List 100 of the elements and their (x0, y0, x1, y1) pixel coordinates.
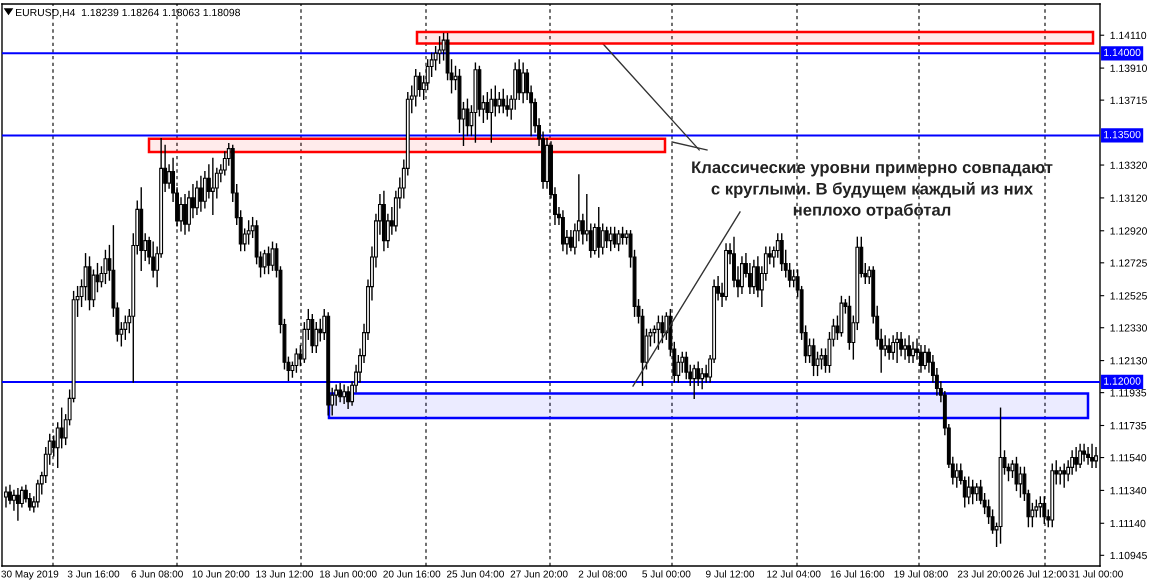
y-tick-label: 1.11935 (1110, 389, 1147, 397)
candlestick (262, 249, 267, 275)
candlestick (596, 207, 601, 258)
x-tick-label: 25 Jun 04:00 (447, 570, 504, 578)
candlestick (700, 368, 705, 390)
candlestick (342, 384, 347, 405)
y-tick-label: 1.12330 (1110, 324, 1147, 332)
candlestick (485, 92, 490, 120)
candlestick (346, 386, 351, 409)
candlestick (656, 315, 661, 350)
candlestick (608, 226, 613, 252)
y-tick-label: 1.13320 (1110, 161, 1147, 169)
candlestick (413, 69, 418, 107)
x-tick-label: 30 May 2019 (1, 570, 59, 580)
candlestick (616, 230, 621, 252)
x-tick-label: 5 Jul 00:00 (642, 570, 691, 578)
candlestick (103, 249, 108, 285)
candlestick (15, 488, 20, 521)
candlestick (604, 226, 609, 248)
candlestick (696, 361, 701, 386)
x-tick-label: 27 Jun 20:00 (510, 570, 568, 578)
candlestick (966, 476, 971, 505)
candlestick (883, 335, 888, 357)
candlestick (911, 341, 915, 363)
candlestick (489, 88, 494, 143)
candlestick (314, 322, 319, 354)
candlestick (954, 463, 959, 488)
y-tick-label: 1.12725 (1110, 259, 1147, 267)
x-tick-label: 13 Jun 12:00 (256, 570, 313, 578)
y-tick-label: 1.13910 (1110, 64, 1147, 72)
candlestick (787, 262, 792, 288)
x-tick-label: 3 Jun 16:00 (67, 570, 120, 578)
candlestick (811, 338, 816, 377)
candlestick (895, 331, 900, 363)
candlestick (600, 223, 605, 255)
candlestick (568, 230, 573, 252)
candlestick (684, 351, 689, 380)
y-tick-label: 1.14110 (1110, 31, 1147, 40)
candlestick (493, 85, 498, 117)
candlestick (318, 318, 323, 342)
candlestick (517, 59, 522, 101)
candlestick (1062, 463, 1067, 488)
candlestick (1082, 443, 1087, 462)
ref-line-label: 1.12000 (1104, 377, 1141, 385)
candlestick (692, 364, 697, 400)
x-tick-label: 9 Jul 12:00 (706, 570, 755, 578)
candlestick (183, 193, 187, 235)
candlestick (891, 335, 896, 360)
y-tick-label: 1.13120 (1110, 194, 1147, 202)
candlestick (501, 88, 506, 114)
candlestick (11, 489, 16, 511)
y-tick-label: 1.11735 (1110, 422, 1147, 430)
y-tick-label: 1.12130 (1110, 357, 1147, 365)
candlestick (497, 92, 502, 114)
x-tick-label: 6 Jun 08:00 (131, 570, 183, 578)
x-tick-label: 19 Jul 08:00 (894, 570, 948, 578)
candlestick (1038, 496, 1043, 518)
candlestick (903, 338, 908, 360)
x-tick-label: 20 Jun 16:00 (383, 570, 441, 578)
candlestick (1086, 446, 1091, 465)
candlestick (521, 62, 526, 104)
candlestick (151, 241, 156, 278)
candlestick (1018, 466, 1023, 498)
x-tick-label: 12 Jul 04:00 (767, 570, 821, 578)
candlestick (740, 256, 744, 294)
candlestick (588, 223, 593, 258)
candlestick (437, 36, 442, 64)
candlestick (59, 407, 64, 449)
y-tick-label: 1.11540 (1110, 454, 1147, 462)
y-tick-label: 1.13715 (1110, 96, 1147, 105)
y-tick-label: 1.11140 (1110, 519, 1146, 528)
candlestick (612, 226, 617, 248)
candlestick (1074, 446, 1079, 472)
candlestick (246, 220, 251, 245)
candlestick (970, 479, 975, 505)
candlestick (194, 180, 199, 216)
candlestick (1014, 456, 1019, 492)
candlestick (338, 382, 343, 403)
candlestick (198, 175, 203, 212)
annotation: Классические уровни примерно совпадают с круглыми. В будущем каждый из них неплохо отработал (692, 161, 1053, 220)
chart-title: EURUSD,H4 1.18239 1.18264 1.18063 1.18098 (16, 8, 240, 18)
ref-line-label: 1.13500 (1104, 130, 1141, 139)
candlestick (751, 259, 756, 294)
y-tick-label: 1.12525 (1110, 292, 1147, 300)
y-tick-label: 1.10945 (1110, 551, 1147, 560)
candlestick (923, 345, 927, 370)
candlestick (887, 338, 892, 360)
candlestick (417, 72, 422, 97)
candlestick (1090, 443, 1094, 469)
y-tick-label: 1.11340 (1110, 486, 1147, 495)
ref-line-label: 1.14000 (1104, 48, 1141, 57)
x-tick-label: 31 Jul 00:00 (1069, 570, 1123, 578)
x-tick-label: 18 Jun 00:00 (319, 570, 377, 578)
candlestick (907, 335, 911, 363)
y-tick-label: 1.12920 (1110, 227, 1147, 235)
x-tick-label: 23 Jul 20:00 (957, 570, 1012, 578)
x-tick-label: 2 Jul 08:00 (578, 570, 627, 578)
x-tick-label: 26 Jul 12:00 (1013, 570, 1068, 578)
candlestick (270, 241, 275, 271)
x-tick-label: 10 Jun 20:00 (192, 570, 250, 578)
